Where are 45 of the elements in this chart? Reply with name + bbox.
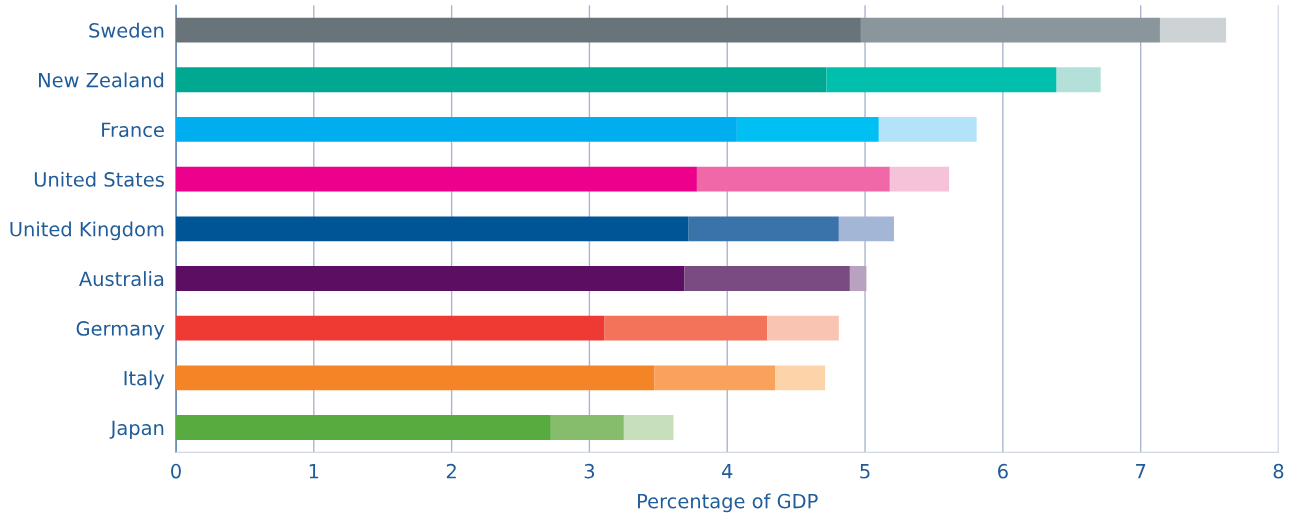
- y-tick-label: Japan: [109, 420, 164, 439]
- x-tick-label: 4: [721, 464, 733, 479]
- bar: [550, 415, 624, 440]
- x-tick-label: 3: [584, 463, 595, 479]
- bar: [1056, 67, 1101, 93]
- bar: [826, 67, 1057, 93]
- bar: [175, 315, 605, 341]
- bar: [878, 117, 977, 142]
- bar: [175, 216, 689, 242]
- bar: [175, 17, 861, 43]
- bar: [1159, 17, 1227, 43]
- y-tick-label: Sweden: [89, 22, 164, 38]
- x-tick-label: 0: [171, 463, 181, 479]
- x-tick-label: 1: [309, 464, 319, 479]
- bar: [623, 415, 674, 440]
- x-tick-label: 7: [1136, 464, 1146, 479]
- bar: [175, 415, 551, 440]
- bar: [604, 315, 768, 341]
- bar: [175, 117, 737, 142]
- bar: [775, 365, 826, 391]
- y-tick-label: Germany: [76, 321, 165, 340]
- bar: [175, 365, 655, 391]
- x-tick-label: 8: [1273, 463, 1284, 479]
- bar: [767, 315, 839, 341]
- bar: [175, 266, 685, 291]
- bar: [175, 166, 697, 192]
- bar: [696, 166, 890, 192]
- bar: [654, 365, 776, 391]
- bar: [849, 266, 867, 291]
- y-tick-label: Italy: [124, 370, 165, 390]
- x-axis-title: Percentage of GDP: [638, 493, 818, 513]
- y-tick-label: New Zealand: [39, 72, 164, 88]
- bar: [860, 17, 1160, 43]
- bar: [175, 67, 827, 93]
- x-tick-label: 6: [998, 463, 1008, 479]
- x-tick-label: 2: [446, 463, 456, 479]
- bar: [684, 266, 850, 291]
- y-tick-label: Australia: [79, 271, 164, 287]
- y-tick-label: France: [102, 122, 164, 138]
- bar: [688, 216, 839, 242]
- y-tick-label: United States: [34, 171, 164, 187]
- bar: [736, 117, 879, 142]
- x-tick-label: 5: [860, 464, 870, 479]
- y-tick-label: United Kingdom: [10, 221, 164, 241]
- bar: [889, 166, 950, 192]
